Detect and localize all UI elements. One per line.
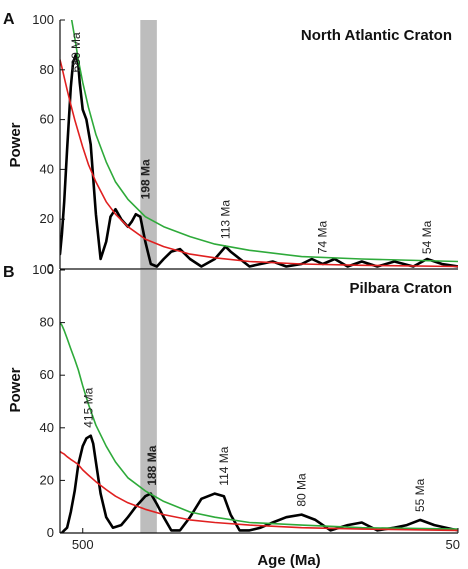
- y-tick-label: 20: [40, 472, 54, 487]
- y-tick-label: 0: [47, 261, 54, 276]
- panel-title: North Atlantic Craton: [301, 27, 452, 44]
- peak-label: 114 Ma: [217, 446, 231, 485]
- panel-letter: B: [3, 264, 15, 281]
- peak-label: 198 Ma: [138, 159, 152, 199]
- y-tick-label: 40: [40, 161, 54, 176]
- y-axis-label: Power: [7, 367, 24, 412]
- x-tick-label: 500: [72, 537, 94, 552]
- highlight-band: [140, 270, 157, 533]
- peak-label: 74 Ma: [316, 220, 330, 254]
- peak-label: 680 Ma: [69, 32, 83, 72]
- peak-label: 80 Ma: [295, 473, 309, 507]
- y-tick-label: 20: [40, 211, 54, 226]
- series-group: [60, 321, 458, 533]
- peak-label: 54 Ma: [420, 220, 434, 254]
- x-axis-label: Age (Ma): [257, 552, 320, 569]
- power-spectrum-line: [60, 53, 458, 268]
- highlight-band: [140, 20, 157, 269]
- y-tick-label: 60: [40, 112, 54, 127]
- red-confidence-line: [60, 450, 458, 532]
- x-tick-label: 50: [446, 537, 460, 552]
- series-group: [60, 20, 458, 268]
- green-confidence-line: [60, 321, 458, 530]
- peak-label: 113 Ma: [219, 200, 233, 239]
- y-tick-label: 100: [32, 262, 54, 277]
- panel-letter: A: [3, 11, 15, 28]
- panel-b: 0 20 40 60 80 100 500 50 Power Age (Ma) B Pilbara C…: [3, 262, 460, 569]
- power-spectrum-line: [60, 434, 458, 533]
- panel-a: 0 20 40 60 80 100 Power A North Atlantic Craton 6…: [3, 11, 458, 276]
- panel-title: Pilbara Craton: [349, 280, 452, 297]
- red-confidence-line: [60, 58, 458, 268]
- y-tick-label: 80: [40, 62, 54, 77]
- peak-label: 55 Ma: [413, 478, 427, 512]
- green-confidence-line: [70, 20, 458, 263]
- y-tick-label: 100: [32, 12, 54, 27]
- peak-label: 188 Ma: [145, 445, 159, 485]
- y-tick-label: 80: [40, 315, 54, 330]
- y-tick-label: 60: [40, 367, 54, 382]
- y-tick-label: 40: [40, 420, 54, 435]
- peak-label: 415 Ma: [81, 387, 95, 427]
- y-tick-label: 0: [47, 525, 54, 540]
- y-axis-label: Power: [7, 122, 24, 167]
